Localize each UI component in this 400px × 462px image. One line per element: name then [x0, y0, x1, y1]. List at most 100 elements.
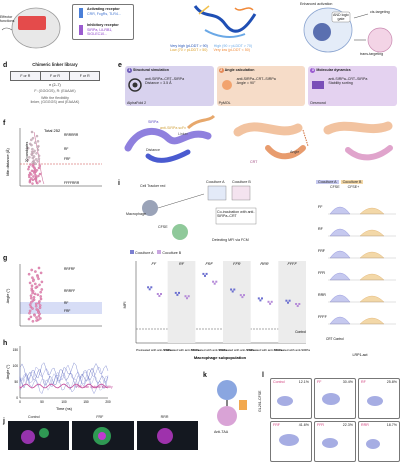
g-point — [31, 279, 35, 283]
f-point — [35, 158, 38, 161]
l-name-2: RF — [361, 380, 366, 384]
step-1-title: Structural simulation — [133, 68, 169, 72]
i-cell-tracker: Cell Tracker red — [140, 184, 166, 188]
i-sub-label: Pretreated with anti-SIRPa — [164, 348, 200, 352]
g-point — [29, 300, 33, 304]
g-point — [28, 311, 31, 315]
i-point — [257, 297, 260, 300]
i-point — [267, 300, 270, 303]
g-point — [31, 276, 34, 280]
step-angle: 2 Angle calculation anti-SIRPa–CRT–SIRPa … — [216, 66, 306, 106]
panel-i-letter: i — [118, 180, 120, 187]
f-total: Total 252 — [44, 128, 61, 133]
linker-note-2: With the flexibility — [41, 96, 69, 101]
hist-curve-a — [329, 273, 351, 281]
i-group-label: RF — [179, 262, 185, 266]
panel-e-steps: 1 Structural simulation anti-SIRPa–CRT–SI… — [125, 66, 398, 106]
step-2-body-1: anti-SIRPa–CRT–SIRPa — [236, 77, 276, 81]
i-control: Control — [295, 330, 306, 334]
h-ylabel: Angle (°) — [6, 364, 10, 380]
g-point — [29, 294, 33, 298]
i-point — [160, 293, 162, 295]
i-coculture-b: Coculture B — [232, 180, 251, 184]
step-1-body-1: anti-SIRPa–CRT–SIRPa — [145, 77, 185, 81]
g-point — [29, 305, 33, 309]
f-point — [36, 140, 40, 143]
f-point — [30, 143, 33, 147]
h-legend: FRF with optimal stability — [76, 385, 113, 389]
j-image-frf: FRF — [72, 415, 134, 450]
g-ann-1: RRFRF — [64, 267, 75, 271]
i-chart: MFI FF Pretreated with anti-SIRPa RF Pretre… — [122, 261, 310, 360]
g-point — [35, 319, 38, 322]
l-cell-control: Control 12.1% — [270, 378, 312, 419]
f-point — [26, 158, 30, 162]
g-point — [31, 307, 34, 310]
i-legend-b: Coculture B — [162, 251, 182, 255]
f-ann-3: FRF — [64, 157, 70, 161]
g-point — [38, 312, 41, 316]
receptor-legend: Activating receptor CRR, FcgRs, TLR4... … — [72, 4, 134, 40]
enhanced-label: Enhanced activation — [300, 2, 333, 6]
h-xticks: 0 50 100 150 200 — [19, 400, 111, 404]
g-point — [34, 286, 38, 290]
i-point — [231, 290, 234, 293]
g-point — [30, 284, 34, 288]
i-point — [259, 299, 262, 302]
l-ylabel: GL261-CFSE — [258, 390, 262, 412]
panel-k-letter: k — [203, 372, 207, 379]
h-xtick: 150 — [83, 400, 89, 404]
i-point — [184, 295, 187, 298]
hist-row-label: FF — [318, 205, 323, 209]
h-trace-optimal — [19, 383, 109, 389]
f-point — [37, 166, 41, 170]
hist-col-2: CFSE+ — [347, 185, 360, 190]
i-legend: Coculture A Coculture B — [130, 250, 181, 255]
hist-row-label: RF — [318, 227, 324, 231]
g-point — [35, 316, 38, 319]
i-point — [158, 295, 161, 297]
f-point — [38, 172, 42, 176]
panel-j-letter: j — [3, 418, 5, 425]
i-point — [285, 299, 288, 302]
i-group-label: FRF — [205, 262, 213, 266]
f-point — [28, 171, 32, 175]
step-3-tool: Desmond — [310, 100, 326, 105]
f-point — [30, 177, 33, 180]
linker-segment-1: F or R — [11, 71, 41, 81]
g-point — [37, 301, 41, 305]
panel-k-diagram — [217, 380, 247, 426]
f-point — [30, 138, 33, 142]
hist-row-label: RRR — [318, 293, 326, 297]
i-group-label: RRR — [260, 262, 268, 266]
i-coculture-a: Coculture A — [206, 180, 225, 184]
f-point — [31, 178, 35, 182]
g-point — [37, 277, 40, 281]
f-point — [34, 174, 37, 177]
f-point — [32, 155, 36, 158]
f-point — [28, 156, 31, 159]
h-traces — [19, 362, 109, 395]
l-cell-rf: RF 25.8% — [358, 378, 400, 419]
f-point — [27, 165, 31, 169]
f-point — [28, 173, 31, 177]
i-point — [269, 302, 272, 305]
label-crt: CRT — [250, 160, 258, 164]
f-point — [38, 180, 41, 183]
i-point — [270, 300, 273, 303]
f-point — [29, 163, 32, 166]
hist-control: CRT Control — [326, 337, 344, 341]
f-point — [30, 130, 34, 134]
f-point — [34, 141, 37, 144]
i-point — [186, 297, 188, 300]
g-point — [37, 314, 41, 318]
h-xtick: 200 — [105, 400, 111, 404]
f-point — [36, 146, 39, 149]
hist-curve-a — [329, 295, 351, 303]
h-trace — [19, 373, 109, 395]
hist-curve-b — [359, 230, 385, 237]
h-trace — [19, 367, 109, 389]
panel-f-letter: f — [3, 120, 6, 127]
f-point — [30, 173, 33, 176]
i-macrophage: Macrophage — [126, 212, 146, 216]
